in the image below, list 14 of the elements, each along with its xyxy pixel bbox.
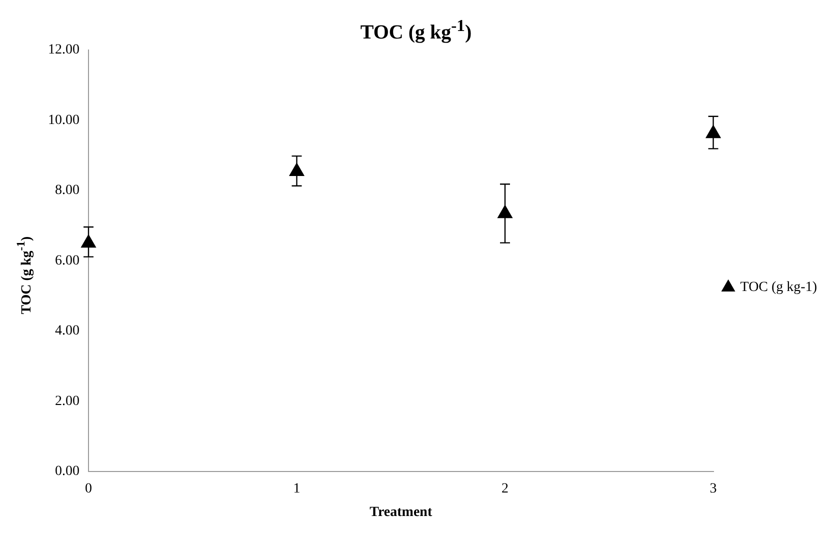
- y-tick-label: 10.00: [48, 112, 80, 128]
- y-tick-label: 0.00: [55, 464, 80, 480]
- x-tick-label: 1: [293, 481, 300, 496]
- y-tick-label: 6.00: [55, 253, 80, 268]
- y-tick-label: 4.00: [55, 324, 80, 339]
- legend-label: TOC (g kg-1): [740, 280, 818, 296]
- y-tick-label: 12.00: [48, 42, 80, 58]
- y-tick-label: 2.00: [55, 394, 80, 409]
- x-axis-title: Treatment: [370, 505, 432, 520]
- chart-title: TOC (g kg$^{-1}$): [359, 16, 473, 45]
- x-tick-label: 2: [502, 481, 509, 496]
- x-tick-label: 3: [710, 481, 717, 496]
- y-tick-label: 8.00: [55, 183, 80, 198]
- x-tick-label: 0: [85, 481, 92, 496]
